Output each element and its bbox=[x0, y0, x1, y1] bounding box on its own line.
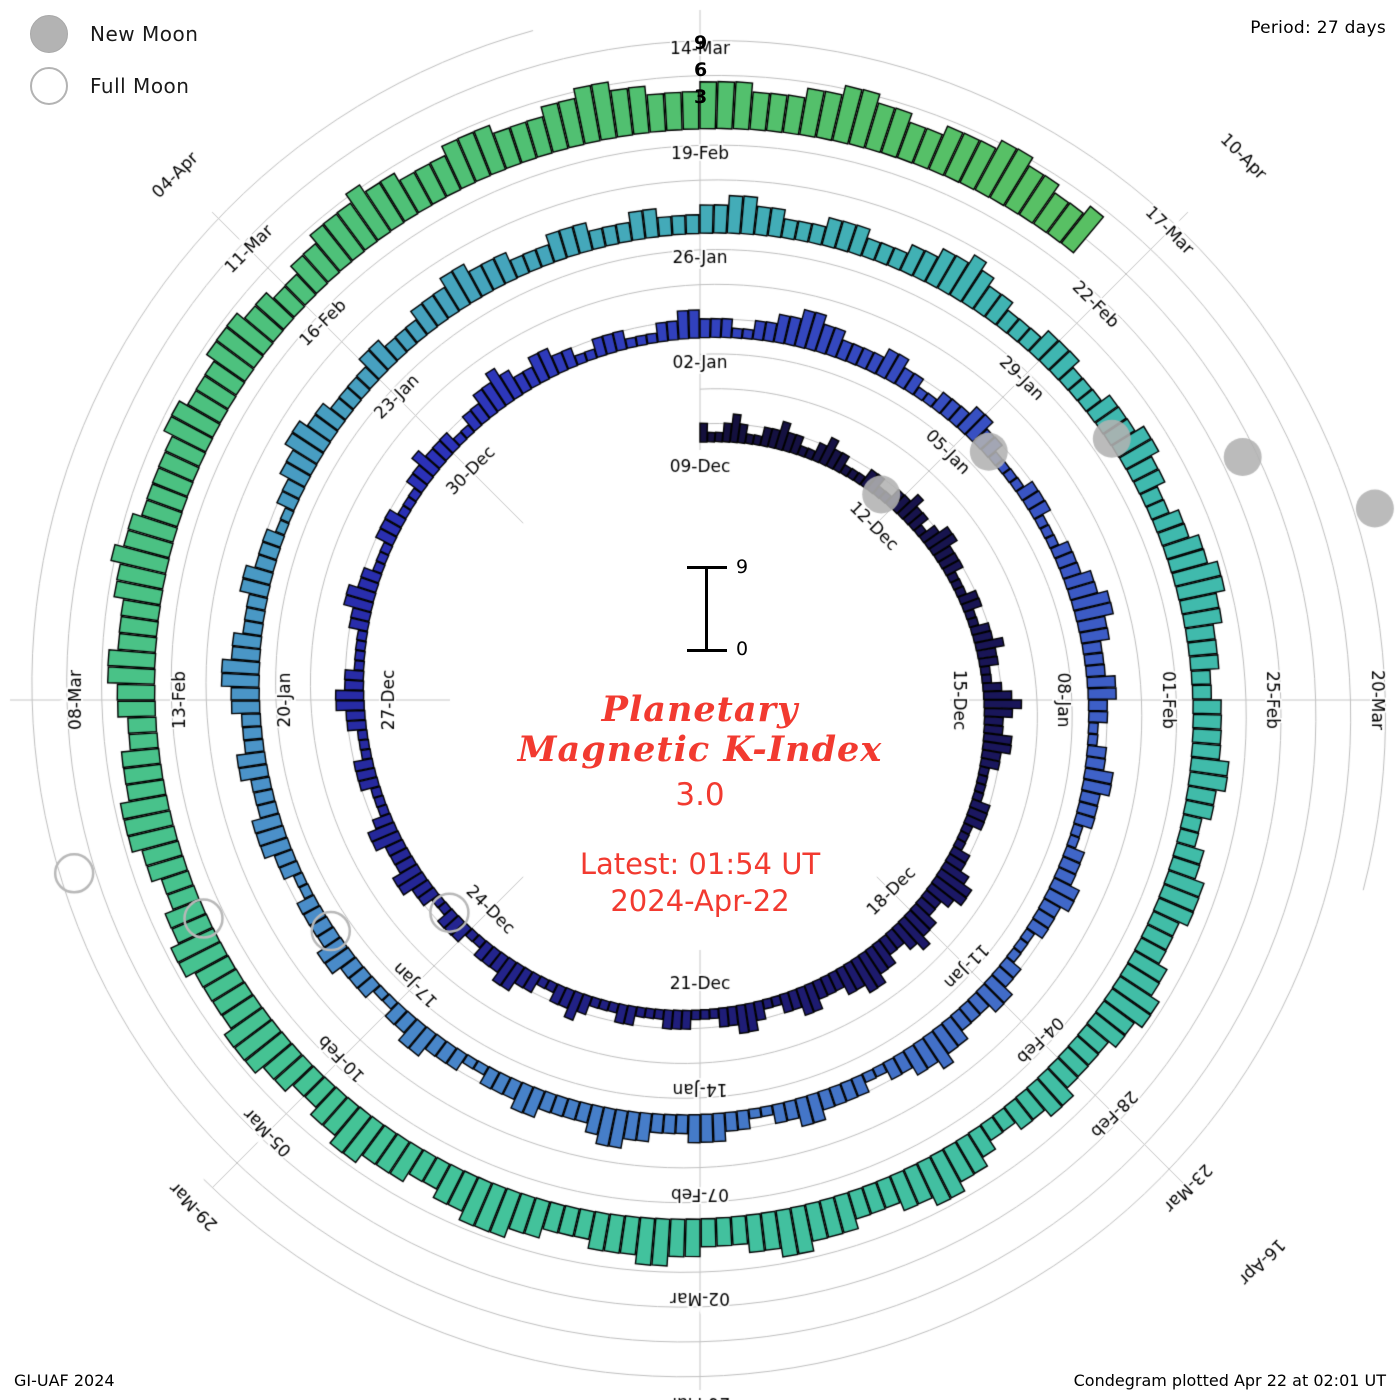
key-label-min: 0 bbox=[736, 638, 749, 660]
legend-item-full-moon: Full Moon bbox=[22, 60, 312, 112]
moon-phase-legend: New Moon Full Moon bbox=[22, 8, 312, 112]
current-k-index-value: 3.0 bbox=[675, 777, 725, 813]
period-note: Period: 27 days bbox=[1250, 18, 1386, 38]
latest-time: Latest: 01:54 UT bbox=[579, 847, 821, 881]
legend-item-new-moon: New Moon bbox=[22, 8, 312, 60]
new-moon-icon bbox=[30, 15, 68, 53]
radial-tick-label-3: 3 bbox=[694, 86, 708, 108]
title-line-2: Magnetic K-Index bbox=[517, 729, 883, 770]
title-line-1: Planetary bbox=[601, 689, 799, 730]
amplitude-key: 9 0 bbox=[666, 556, 756, 660]
footer-plot-time: Condegram plotted Apr 22 at 02:01 UT bbox=[1073, 1371, 1386, 1390]
radial-tick-label-9: 9 bbox=[694, 32, 708, 54]
key-stem bbox=[705, 566, 708, 652]
legend-label-new-moon: New Moon bbox=[90, 22, 199, 46]
radial-tick-label-6: 6 bbox=[694, 59, 708, 81]
radial-scale-labels: 9 6 3 bbox=[694, 30, 734, 111]
latest-date: 2024-Apr-22 bbox=[610, 884, 790, 918]
key-label-max: 9 bbox=[736, 556, 749, 578]
footer-credit: GI-UAF 2024 bbox=[14, 1371, 115, 1390]
center-title-block: Planetary Magnetic K-Index 3.0 Latest: 0… bbox=[380, 690, 1020, 920]
full-moon-icon bbox=[30, 67, 68, 105]
legend-label-full-moon: Full Moon bbox=[90, 74, 190, 98]
key-cap-bottom bbox=[687, 649, 727, 652]
